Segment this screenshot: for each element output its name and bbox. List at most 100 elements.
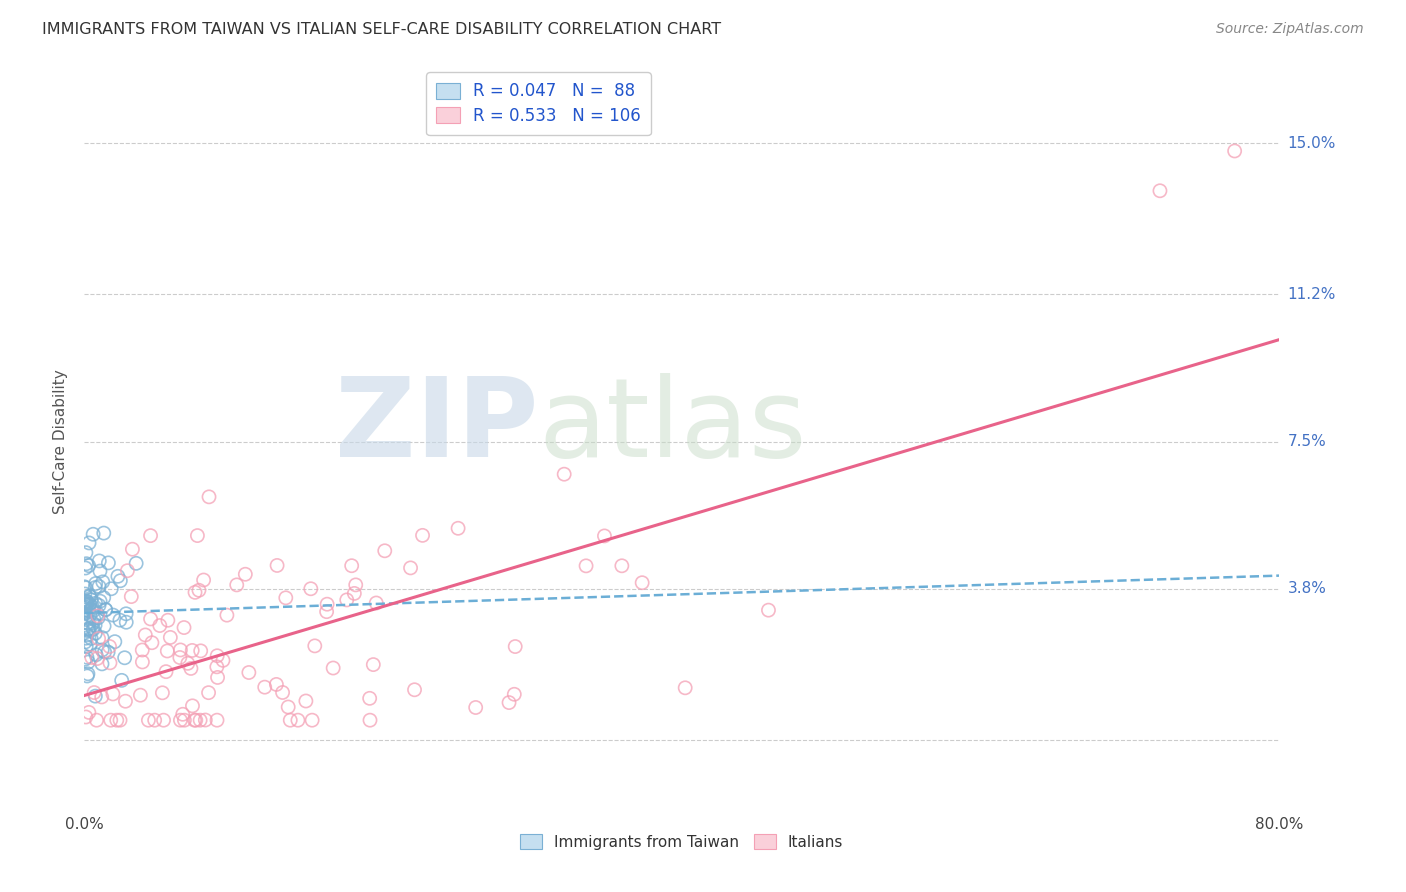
Point bbox=[77, 616, 100, 631]
Point bbox=[75, 606, 97, 620]
Point bbox=[93, 591, 115, 605]
Point bbox=[75, 599, 97, 614]
Point bbox=[173, 621, 195, 635]
Point bbox=[75, 640, 97, 654]
Point bbox=[238, 665, 260, 680]
Point bbox=[108, 713, 131, 727]
Point bbox=[94, 603, 117, 617]
Point bbox=[80, 650, 103, 665]
Point bbox=[75, 561, 97, 575]
Point bbox=[73, 580, 96, 594]
Point bbox=[758, 603, 780, 617]
Point bbox=[75, 596, 97, 610]
Point bbox=[184, 713, 207, 727]
Point bbox=[84, 626, 107, 640]
Point bbox=[159, 631, 181, 645]
Point bbox=[197, 686, 219, 700]
Y-axis label: Self-Care Disability: Self-Care Disability bbox=[53, 369, 69, 514]
Point bbox=[503, 687, 526, 701]
Point bbox=[117, 564, 139, 578]
Point bbox=[336, 593, 359, 607]
Point bbox=[498, 696, 520, 710]
Point bbox=[301, 713, 323, 727]
Text: IMMIGRANTS FROM TAIWAN VS ITALIAN SELF-CARE DISABILITY CORRELATION CHART: IMMIGRANTS FROM TAIWAN VS ITALIAN SELF-C… bbox=[42, 22, 721, 37]
Point bbox=[76, 598, 98, 612]
Legend: Immigrants from Taiwan, Italians: Immigrants from Taiwan, Italians bbox=[515, 828, 849, 856]
Point bbox=[84, 576, 107, 591]
Point bbox=[100, 713, 122, 727]
Point bbox=[93, 619, 115, 633]
Point bbox=[266, 558, 288, 573]
Point bbox=[76, 615, 98, 630]
Point bbox=[404, 682, 426, 697]
Point bbox=[77, 624, 100, 638]
Point bbox=[84, 648, 107, 662]
Point bbox=[77, 666, 100, 681]
Point bbox=[412, 528, 434, 542]
Point bbox=[177, 657, 200, 671]
Point bbox=[169, 650, 191, 665]
Point bbox=[139, 528, 162, 542]
Point bbox=[89, 554, 111, 568]
Point bbox=[207, 670, 229, 684]
Point bbox=[266, 677, 288, 691]
Point bbox=[79, 607, 101, 622]
Point bbox=[77, 589, 100, 603]
Point bbox=[155, 665, 177, 679]
Point bbox=[156, 613, 179, 627]
Point bbox=[110, 574, 132, 588]
Point bbox=[89, 594, 111, 608]
Point bbox=[75, 546, 97, 560]
Point bbox=[75, 632, 97, 646]
Point bbox=[115, 615, 138, 630]
Text: Source: ZipAtlas.com: Source: ZipAtlas.com bbox=[1216, 22, 1364, 37]
Point bbox=[89, 564, 111, 578]
Point bbox=[139, 612, 162, 626]
Point bbox=[278, 713, 301, 727]
Point bbox=[172, 707, 194, 722]
Point bbox=[82, 527, 104, 541]
Point bbox=[98, 640, 121, 654]
Point bbox=[215, 608, 238, 623]
Point bbox=[131, 655, 153, 669]
Point bbox=[553, 467, 575, 482]
Point bbox=[76, 613, 98, 627]
Point bbox=[343, 586, 366, 600]
Point bbox=[73, 598, 96, 612]
Point bbox=[359, 713, 381, 727]
Point bbox=[129, 688, 152, 702]
Point bbox=[169, 713, 191, 727]
Point bbox=[366, 596, 388, 610]
Point bbox=[399, 561, 422, 575]
Point bbox=[503, 640, 526, 654]
Point bbox=[77, 655, 100, 669]
Point bbox=[143, 713, 166, 727]
Point bbox=[86, 651, 108, 665]
Point bbox=[152, 686, 174, 700]
Point bbox=[76, 669, 98, 683]
Point bbox=[108, 613, 131, 627]
Text: 3.8%: 3.8% bbox=[1288, 582, 1327, 597]
Point bbox=[73, 652, 96, 666]
Point bbox=[287, 713, 309, 727]
Point bbox=[87, 608, 110, 623]
Point bbox=[87, 599, 110, 613]
Point bbox=[97, 556, 120, 570]
Point bbox=[94, 602, 117, 616]
Point bbox=[125, 557, 148, 571]
Point bbox=[75, 710, 97, 724]
Text: 11.2%: 11.2% bbox=[1288, 286, 1336, 301]
Point bbox=[77, 604, 100, 618]
Point bbox=[107, 569, 129, 583]
Point bbox=[593, 529, 616, 543]
Point bbox=[100, 582, 122, 596]
Point bbox=[84, 689, 107, 703]
Point bbox=[75, 635, 97, 649]
Text: 7.5%: 7.5% bbox=[1288, 434, 1326, 449]
Point bbox=[295, 694, 318, 708]
Point bbox=[359, 691, 381, 706]
Point bbox=[84, 618, 107, 632]
Point bbox=[83, 685, 105, 699]
Point bbox=[91, 631, 114, 645]
Point bbox=[101, 608, 124, 623]
